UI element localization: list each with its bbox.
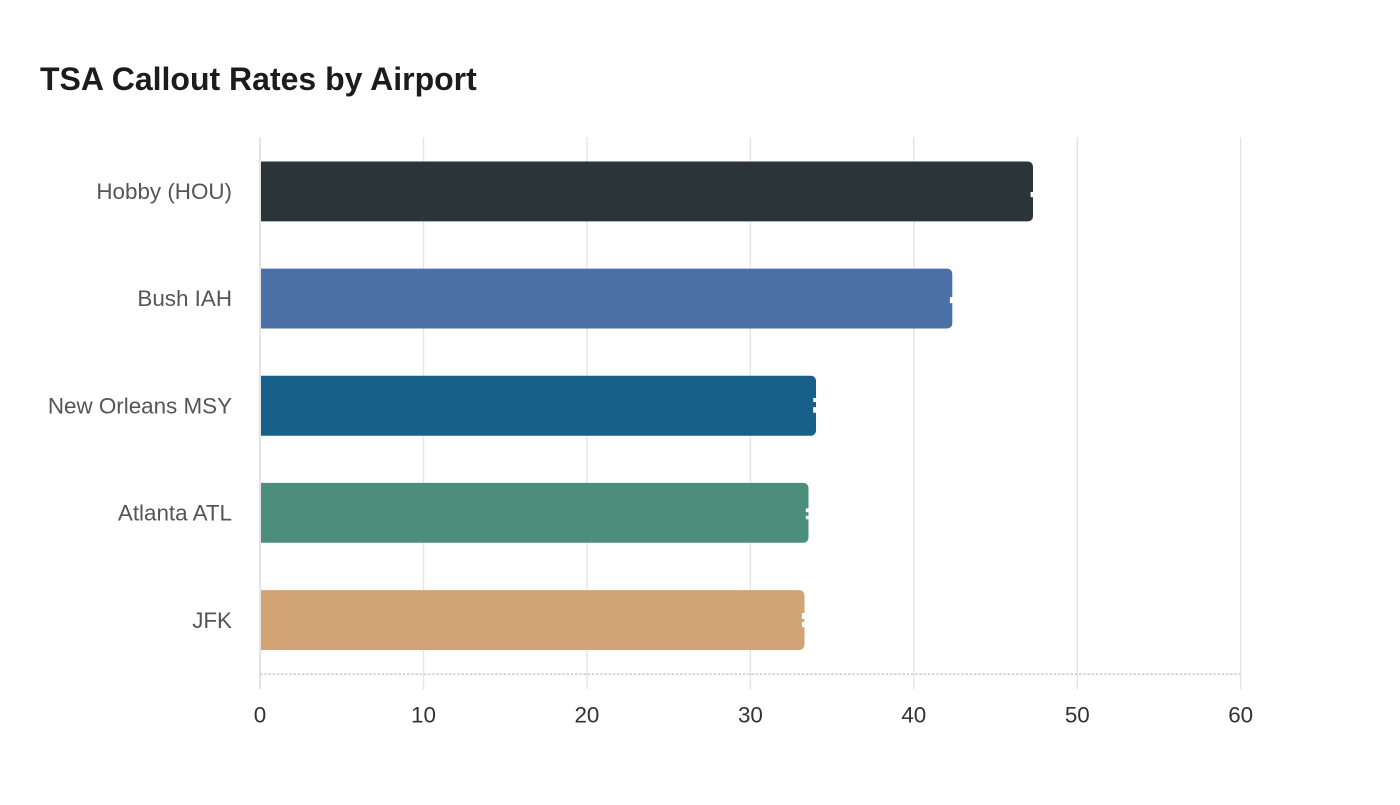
- svg-text:60: 60: [1228, 703, 1253, 728]
- svg-text:JFK: JFK: [192, 608, 232, 633]
- svg-text:Atlanta ATL: Atlanta ATL: [118, 501, 232, 526]
- svg-text:30: 30: [738, 703, 763, 728]
- svg-text:TSA Callout Rates by Airport: TSA Callout Rates by Airport: [40, 61, 477, 97]
- svg-text:Hobby (HOU): Hobby (HOU): [96, 179, 232, 204]
- svg-text:0: 0: [254, 703, 266, 728]
- svg-text:Bush IAH: Bush IAH: [137, 286, 232, 311]
- svg-text:50: 50: [1065, 703, 1090, 728]
- svg-text:New Orleans MSY: New Orleans MSY: [48, 393, 232, 418]
- svg-text:20: 20: [574, 703, 599, 728]
- svg-text:40: 40: [901, 703, 926, 728]
- svg-text:10: 10: [411, 703, 436, 728]
